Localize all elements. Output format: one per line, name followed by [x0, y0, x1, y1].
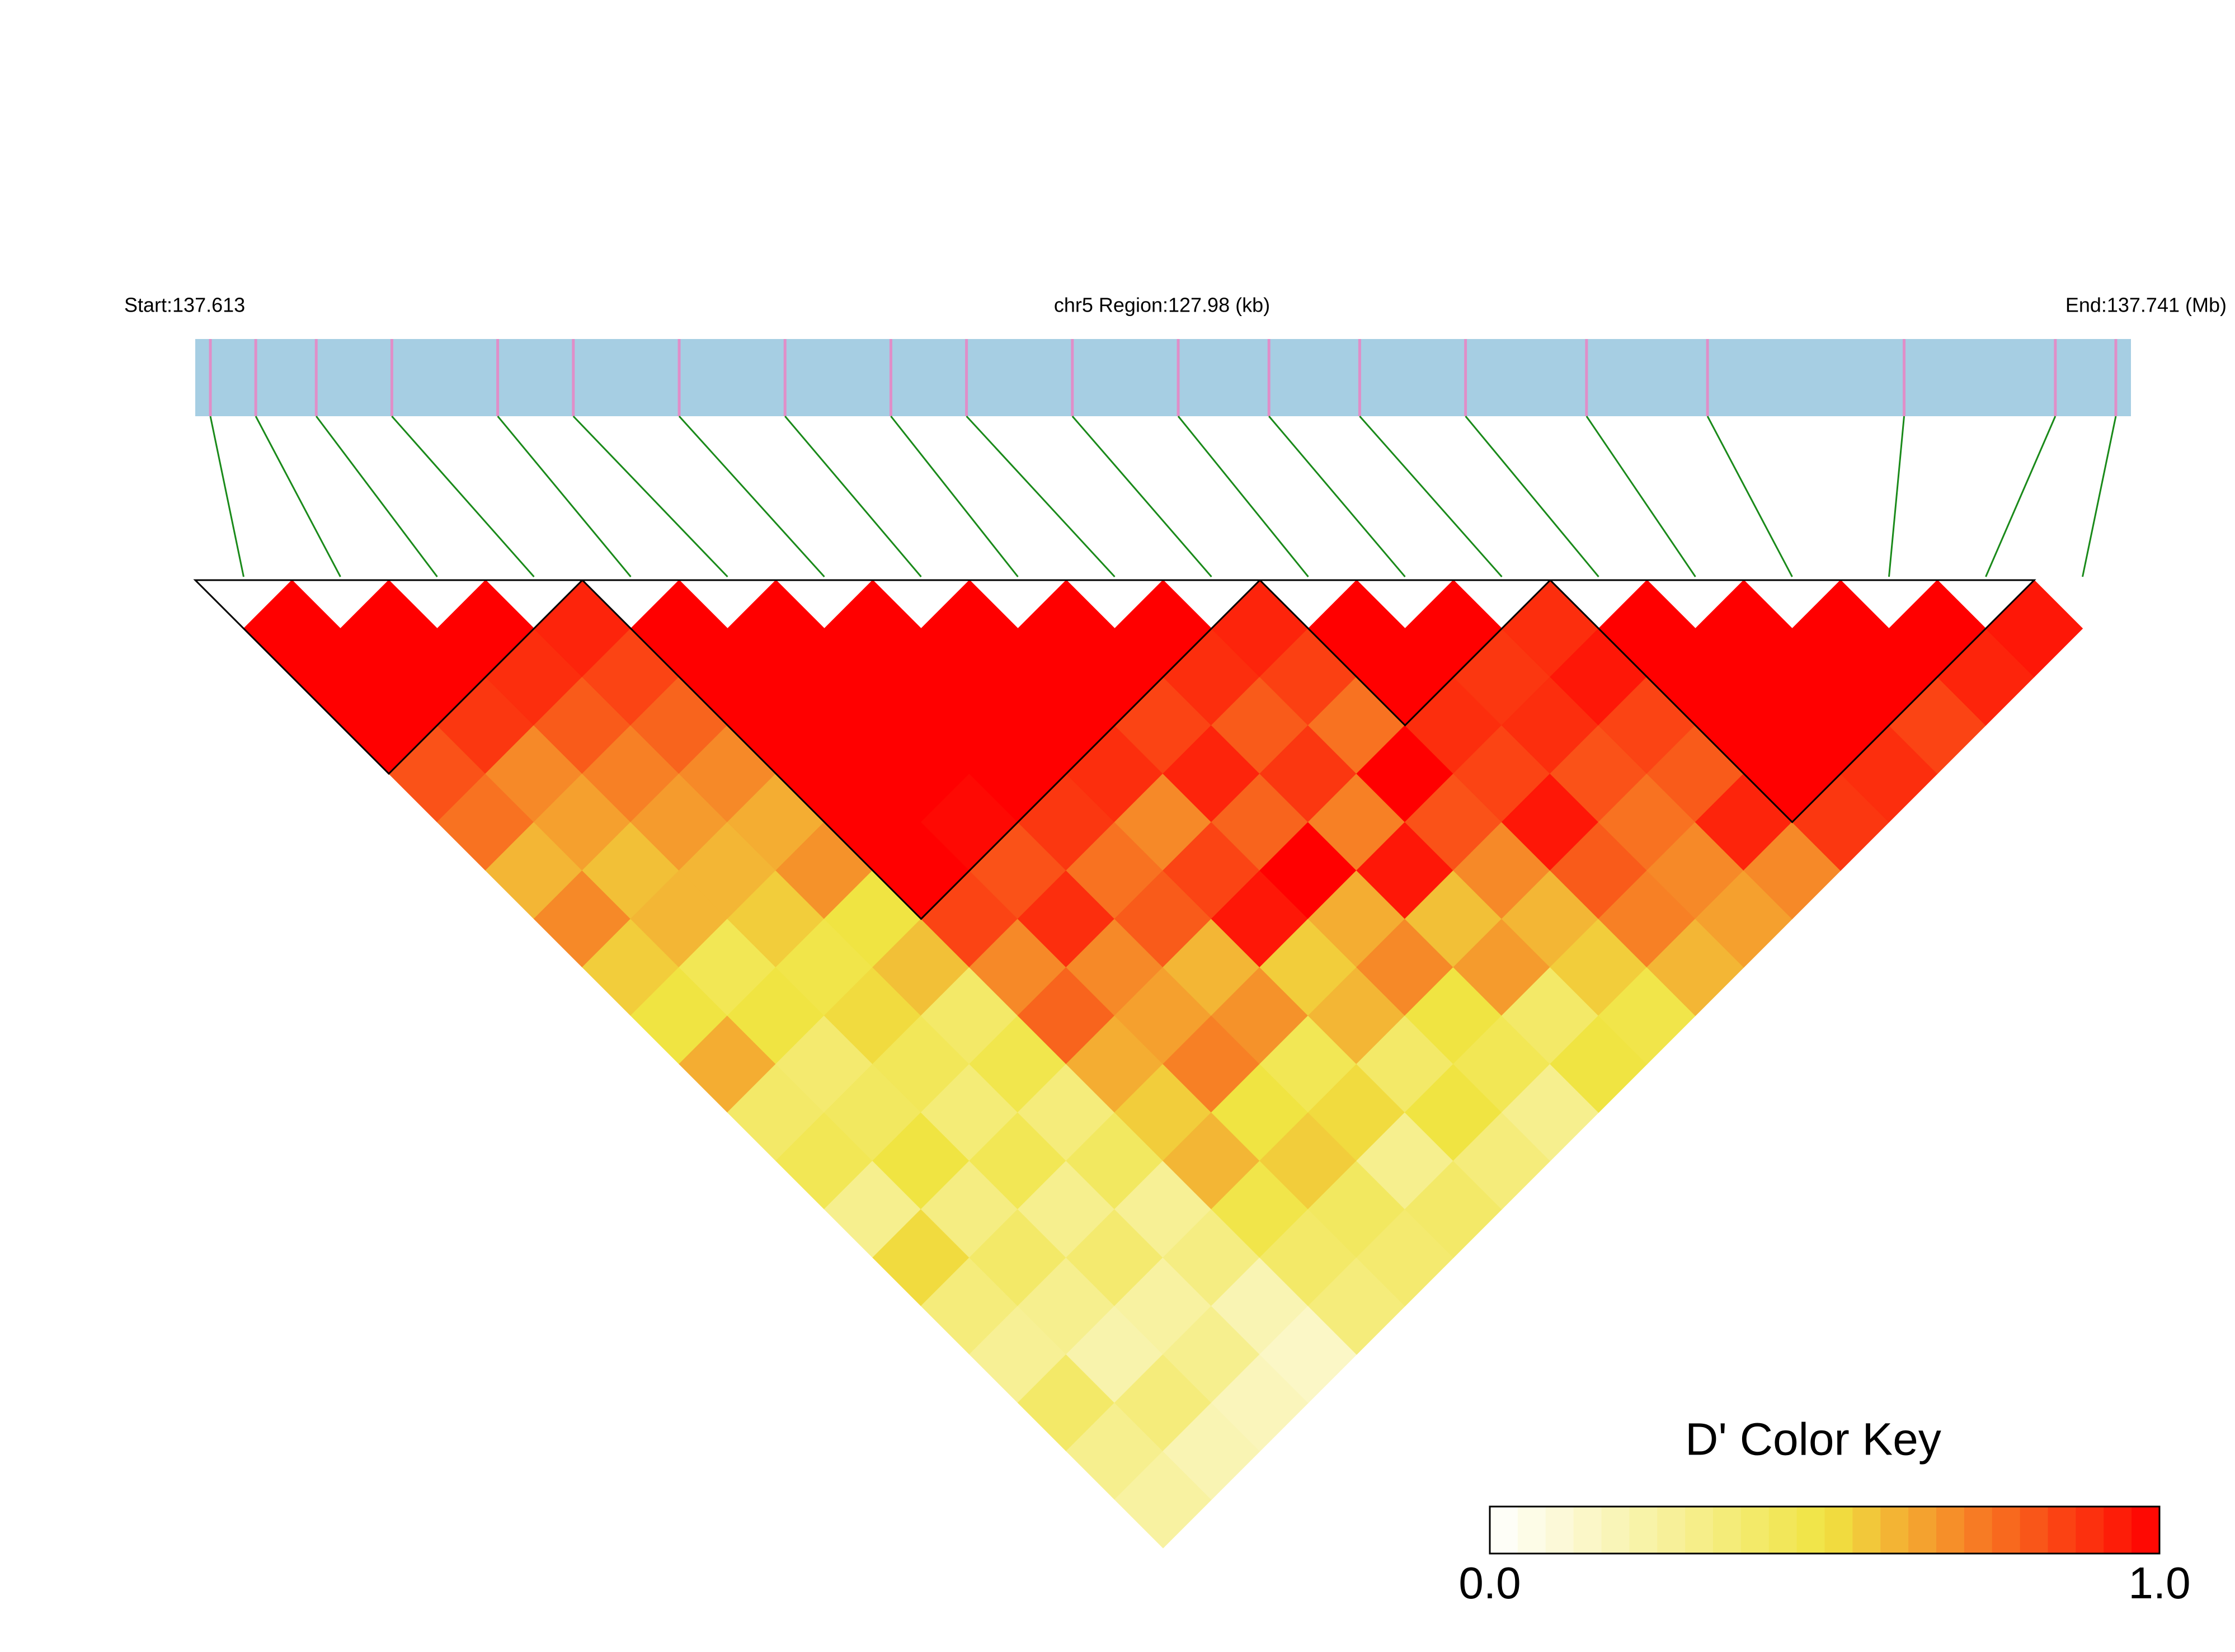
snp-link [209, 416, 244, 577]
position-bar [195, 339, 2131, 416]
key-swatch [1796, 1507, 1825, 1554]
snp-link [2082, 416, 2117, 577]
snp-link [678, 415, 825, 578]
snp-link [1359, 416, 1503, 577]
key-swatch [2076, 1507, 2105, 1554]
key-swatch [1936, 1507, 1965, 1554]
snp-link [1585, 416, 1696, 577]
ld-block [580, 579, 1262, 920]
key-swatch [1964, 1507, 1993, 1554]
key-swatch [1713, 1507, 1742, 1554]
ld-block [193, 579, 585, 775]
key-swatch [1629, 1507, 1658, 1554]
key-swatch [1740, 1507, 1770, 1554]
key-title: D' Color Key [1685, 1414, 1941, 1465]
snp-link [784, 416, 922, 577]
key-swatch [1601, 1507, 1630, 1554]
key-tick-label: 0.0 [1458, 1558, 1521, 1608]
key-swatch [1880, 1507, 1909, 1554]
key-frame [1489, 1505, 2161, 1555]
snp-link [966, 415, 1116, 578]
snp-link [1071, 416, 1212, 577]
key-swatch [1657, 1507, 1686, 1554]
snp-link [572, 415, 728, 578]
end-label: End:137.741 (Mb) [2065, 294, 2227, 317]
snp-link [1985, 416, 2057, 577]
ld-block [1258, 579, 1552, 727]
key-swatch [1992, 1507, 2021, 1554]
snp-link [1465, 416, 1599, 577]
ld-block [1548, 579, 2036, 823]
snp-link [255, 416, 341, 577]
key-swatch [1824, 1507, 1853, 1554]
snp-link [316, 416, 438, 577]
key-swatch [1768, 1507, 1798, 1554]
snp-link [1177, 416, 1309, 577]
snp-link [497, 416, 632, 577]
snp-link [890, 416, 1019, 577]
key-swatch [1545, 1507, 1574, 1554]
key-swatch [2020, 1507, 2049, 1554]
snp-link [1268, 416, 1406, 577]
region-label: chr5 Region:127.98 (kb) [1054, 294, 1270, 317]
key-tick-label: 1.0 [2128, 1558, 2190, 1608]
key-swatch [1573, 1507, 1602, 1554]
key-swatch [2104, 1507, 2133, 1554]
key-swatch [2132, 1507, 2160, 1554]
key-swatch [1852, 1507, 1881, 1554]
key-swatch [1685, 1507, 1714, 1554]
key-swatch [1908, 1507, 1937, 1554]
snp-link [1888, 416, 1905, 577]
snp-link [1706, 416, 1793, 577]
key-swatch [1517, 1507, 1546, 1554]
start-label: Start:137.613 [124, 294, 245, 317]
snp-link [391, 416, 535, 577]
key-swatch [1490, 1507, 1518, 1554]
key-swatch [2048, 1507, 2077, 1554]
